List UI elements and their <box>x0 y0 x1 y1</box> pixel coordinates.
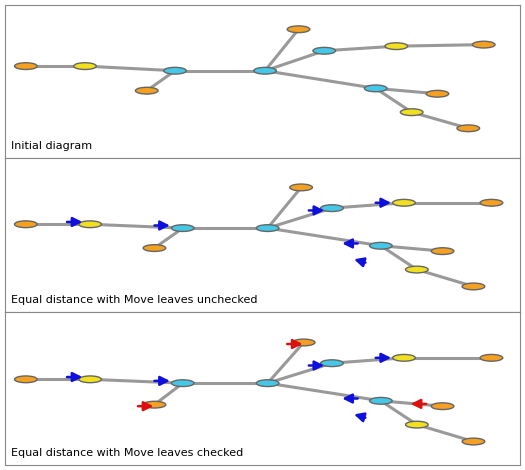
Circle shape <box>172 380 194 386</box>
Circle shape <box>143 245 166 251</box>
Text: Initial diagram: Initial diagram <box>12 141 92 151</box>
Circle shape <box>15 63 37 70</box>
Circle shape <box>256 380 279 386</box>
Circle shape <box>480 199 503 206</box>
Circle shape <box>79 221 101 227</box>
Circle shape <box>164 67 186 74</box>
Circle shape <box>15 221 37 227</box>
Circle shape <box>290 184 312 191</box>
Circle shape <box>405 421 428 428</box>
Circle shape <box>287 26 310 32</box>
Circle shape <box>370 398 392 404</box>
Circle shape <box>462 283 485 290</box>
Circle shape <box>431 248 454 254</box>
Circle shape <box>172 225 194 231</box>
Circle shape <box>480 354 503 361</box>
Circle shape <box>370 243 392 249</box>
Circle shape <box>74 63 96 70</box>
Circle shape <box>385 43 407 49</box>
Circle shape <box>431 403 454 409</box>
Circle shape <box>321 360 343 367</box>
Circle shape <box>15 376 37 383</box>
Circle shape <box>321 205 343 212</box>
Circle shape <box>135 87 158 94</box>
Text: Equal distance with Move leaves checked: Equal distance with Move leaves checked <box>12 448 244 458</box>
Circle shape <box>472 41 495 48</box>
Text: Equal distance with Move leaves unchecked: Equal distance with Move leaves unchecke… <box>12 295 258 305</box>
Circle shape <box>401 109 423 116</box>
Circle shape <box>462 438 485 445</box>
Circle shape <box>426 90 449 97</box>
Circle shape <box>143 401 166 408</box>
Circle shape <box>254 67 276 74</box>
Circle shape <box>79 376 101 383</box>
Circle shape <box>393 199 415 206</box>
Circle shape <box>457 125 480 132</box>
Circle shape <box>393 354 415 361</box>
Circle shape <box>405 266 428 273</box>
Circle shape <box>256 225 279 231</box>
Circle shape <box>313 47 335 54</box>
Circle shape <box>292 339 315 346</box>
Circle shape <box>364 85 387 92</box>
